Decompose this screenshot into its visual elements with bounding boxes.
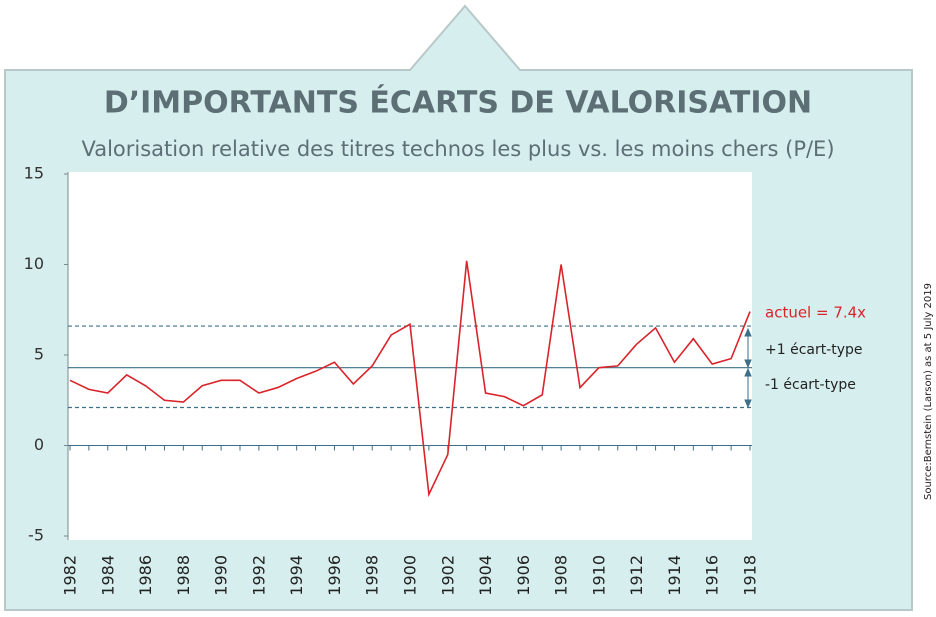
chart-subtitle: Valorisation relative des titres technos… <box>81 137 834 161</box>
x-tick-label: 1902 <box>438 555 457 596</box>
x-tick-label: 1986 <box>136 555 155 596</box>
plot-area <box>68 172 752 540</box>
chart-title: D’IMPORTANTS ÉCARTS DE VALORISATION <box>104 85 812 121</box>
x-tick-label: 1990 <box>212 555 231 596</box>
x-tick-label: 1914 <box>665 555 684 596</box>
x-tick-label: 1904 <box>476 555 495 596</box>
x-tick-label: 1912 <box>627 555 646 596</box>
x-tick-label: 1918 <box>741 555 760 596</box>
x-tick-label: 1982 <box>61 555 80 596</box>
x-tick-label: 1996 <box>325 555 344 596</box>
annotation: actuel = 7.4x <box>765 304 866 322</box>
annotation: -1 écart-type <box>765 377 856 393</box>
y-tick-label: 0 <box>34 435 44 454</box>
y-tick-label: 5 <box>34 345 44 364</box>
arrows <box>744 327 752 409</box>
x-tick-label: 1998 <box>363 555 382 596</box>
x-tick-label: 1984 <box>98 555 117 596</box>
x-tick-label: 1906 <box>514 555 533 596</box>
x-tick-label: 1910 <box>589 555 608 596</box>
x-tick-label: 1908 <box>552 555 571 596</box>
source: Source:Bernstein (Larson) as at 5 July 2… <box>923 283 934 500</box>
x-tick-label: 1916 <box>703 555 722 596</box>
y-tick-label: 10 <box>24 254 44 273</box>
annotation: +1 écart-type <box>765 342 863 358</box>
line-series <box>69 260 751 498</box>
x-tick-label: 1992 <box>249 555 268 596</box>
x-tick-label: 1988 <box>174 555 193 596</box>
x-tick-label: 1994 <box>287 555 306 596</box>
y-tick-label: -5 <box>28 526 44 545</box>
x-tick-label: 1900 <box>401 555 420 596</box>
y-tick-label: 15 <box>24 164 44 183</box>
